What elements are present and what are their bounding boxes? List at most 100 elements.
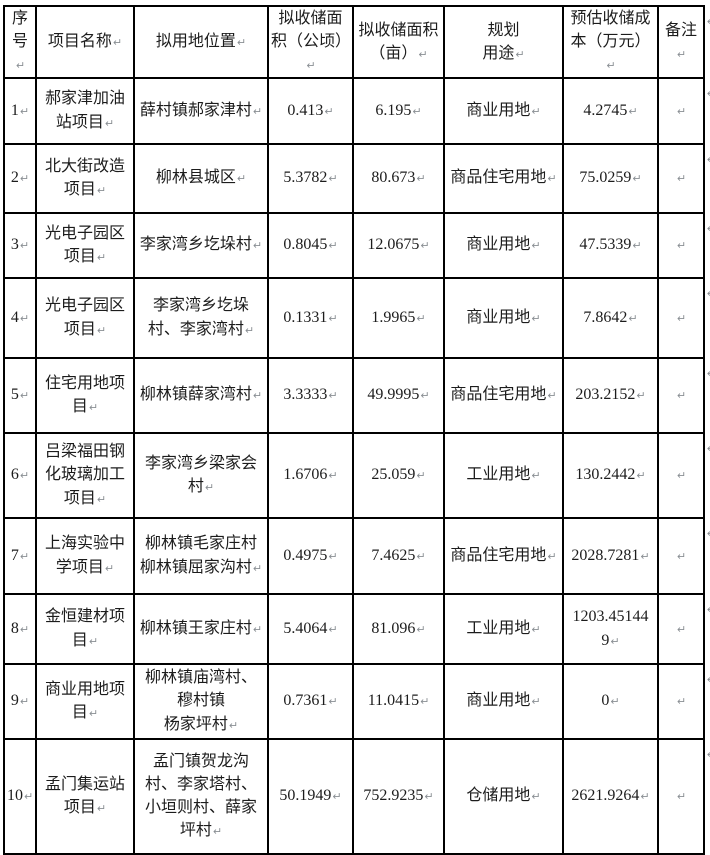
area-mu: 7.4625 <box>371 546 416 564</box>
cell-cost: 4.2745↵ <box>562 76 659 145</box>
paragraph-mark-icon: ↵ <box>96 492 107 506</box>
project-name: 郝家津加油 站项目 <box>44 90 125 131</box>
estimated-cost: 203.2152 <box>575 386 636 404</box>
header-area-ha-label: 拟收储面 积（公顷） <box>271 10 352 51</box>
cell-cost: 2621.9264↵ <box>562 737 659 855</box>
paragraph-mark-icon: ↵ <box>636 389 646 403</box>
cell-planned-use: 商业用地↵ <box>443 662 564 740</box>
project-name: 金恒建材项 目 <box>44 608 125 649</box>
paragraph-mark-icon: ↵ <box>531 790 541 804</box>
cell-cost: 2028.7281↵ <box>562 516 659 595</box>
area-mu: 6.195 <box>375 101 412 119</box>
table-row: 7↵ 上海实验中 学项目↵ 柳林镇毛家庄村 柳林镇屈家沟村↵ 0.4975↵ 7… <box>3 516 710 595</box>
cell-remark: ↵↵ <box>657 211 710 279</box>
cell-area-ha: 1.6706↵ <box>267 431 354 519</box>
cell-cost: 75.0259↵ <box>562 142 659 214</box>
row-number: 9 <box>10 692 19 710</box>
row-end-mark-icon: ↵ <box>707 221 710 237</box>
paragraph-mark-icon: ↵ <box>606 59 616 73</box>
row-end-mark-icon: ↵ <box>707 602 710 618</box>
paragraph-mark-icon: ↵ <box>252 561 263 575</box>
paragraph-mark-icon: ↵ <box>19 549 30 563</box>
cell-remark: ↵↵ <box>657 592 710 665</box>
cell-cost: 0↵ <box>562 662 659 740</box>
paragraph-mark-icon: ↵ <box>19 172 30 186</box>
cell-area-ha: 0.8045↵ <box>267 211 354 279</box>
paragraph-mark-icon: ↵ <box>24 790 34 804</box>
cell-location: 柳林镇庙湾村、 穆村镇 杨家坪村↵ <box>133 662 269 740</box>
header-remark-label: 备注 <box>664 21 697 39</box>
area-mu: 12.0675 <box>367 236 420 254</box>
paragraph-mark-icon: ↵ <box>416 622 426 636</box>
header-area-mu: 拟收储面积 （亩）↵ <box>352 5 445 79</box>
location: 薛村镇郝家津村 <box>139 101 252 119</box>
paragraph-mark-icon: ↵ <box>328 311 338 325</box>
paragraph-mark-icon: ↵ <box>531 695 541 709</box>
paragraph-mark-icon: ↵ <box>332 790 342 804</box>
paragraph-mark-icon: ↵ <box>531 311 541 325</box>
row-number: 10 <box>7 787 23 805</box>
cell-location: 柳林镇王家庄村↵ <box>133 592 269 665</box>
paragraph-mark-icon: ↵ <box>676 172 687 186</box>
area-hectares: 0.1331 <box>283 308 328 326</box>
project-name: 吕梁福田钢 化玻璃加工 项目 <box>44 443 125 507</box>
location: 柳林镇毛家庄村 柳林镇屈家沟村 <box>139 535 257 576</box>
area-mu: 80.673 <box>371 169 416 187</box>
cell-planned-use: 商品住宅用地↵ <box>443 516 564 595</box>
paragraph-mark-icon: ↵ <box>104 561 115 575</box>
cell-remark: ↵↵ <box>657 516 710 595</box>
cell-remark: ↵↵ <box>657 431 710 519</box>
paragraph-mark-icon: ↵ <box>531 622 541 636</box>
cell-remark: ↵↵ <box>657 737 710 855</box>
row-number: 6 <box>10 466 19 484</box>
area-mu: 25.059 <box>371 466 416 484</box>
cell-project-name: 商业用地项 目↵ <box>35 662 135 740</box>
cell-area-ha: 5.4064↵ <box>267 592 354 665</box>
estimated-cost: 130.2442 <box>575 466 636 484</box>
table-row: 5↵ 住宅用地项 目↵ 柳林镇薛家湾村↵ 3.3333↵ 49.9995↵ 商品… <box>3 356 710 434</box>
paragraph-mark-icon: ↵ <box>531 469 541 483</box>
location: 柳林县城区 <box>155 169 236 187</box>
paragraph-mark-icon: ↵ <box>19 104 30 118</box>
paragraph-mark-icon: ↵ <box>420 239 430 253</box>
planned-use: 商业用地 <box>466 101 531 119</box>
cell-no: 4↵ <box>3 276 37 359</box>
cell-remark: ↵↵ <box>657 662 710 740</box>
row-end-mark-icon: ↵ <box>707 286 710 302</box>
header-area-mu-label: 拟收储面积 （亩） <box>358 21 439 62</box>
paragraph-mark-icon: ↵ <box>676 239 687 253</box>
project-name: 住宅用地项 目 <box>44 374 125 416</box>
cell-location: 李家湾乡圪垛 村、李家湾村↵ <box>133 276 269 359</box>
paragraph-mark-icon: ↵ <box>96 802 107 816</box>
paragraph-mark-icon: ↵ <box>676 389 687 403</box>
paragraph-mark-icon: ↵ <box>328 389 338 403</box>
table-row: 3↵ 光电子园区 项目↵ 李家湾乡圪垛村↵ 0.8045↵ 12.0675↵ 商… <box>3 211 710 279</box>
cell-cost: 1203.45144 9↵ <box>562 592 659 665</box>
cell-no: 8↵ <box>3 592 37 665</box>
project-name: 光电子园区 项目 <box>44 297 125 338</box>
paragraph-mark-icon: ↵ <box>628 104 638 118</box>
row-end-mark-icon: ↵ <box>707 747 710 763</box>
cell-project-name: 住宅用地项 目↵ <box>35 356 135 434</box>
cell-planned-use: 商品住宅用地↵ <box>443 356 564 434</box>
cell-area-mu: 6.195↵ <box>352 76 445 145</box>
paragraph-mark-icon: ↵ <box>676 469 687 483</box>
paragraph-mark-icon: ↵ <box>676 47 687 61</box>
paragraph-mark-icon: ↵ <box>228 718 239 732</box>
cell-area-mu: 752.9235↵ <box>352 737 445 855</box>
cell-no: 3↵ <box>3 211 37 279</box>
area-hectares: 0.8045 <box>283 236 328 254</box>
cell-remark: ↵↵ <box>657 142 710 214</box>
paragraph-mark-icon: ↵ <box>676 311 687 325</box>
planned-use: 商业用地 <box>466 236 531 254</box>
area-hectares: 0.413 <box>287 101 324 119</box>
row-end-mark-icon: ↵ <box>707 14 710 30</box>
estimated-cost: 1203.45144 9 <box>572 608 649 649</box>
paragraph-mark-icon: ↵ <box>412 104 422 118</box>
paragraph-mark-icon: ↵ <box>531 104 541 118</box>
paragraph-mark-icon: ↵ <box>236 172 247 186</box>
paragraph-mark-icon: ↵ <box>204 481 215 495</box>
table-row: 2↵ 北大街改造 项目↵ 柳林县城区↵ 5.3782↵ 80.673↵ 商品住宅… <box>3 142 710 214</box>
cell-cost: 47.5339↵ <box>562 211 659 279</box>
planned-use: 工业用地 <box>466 466 531 484</box>
